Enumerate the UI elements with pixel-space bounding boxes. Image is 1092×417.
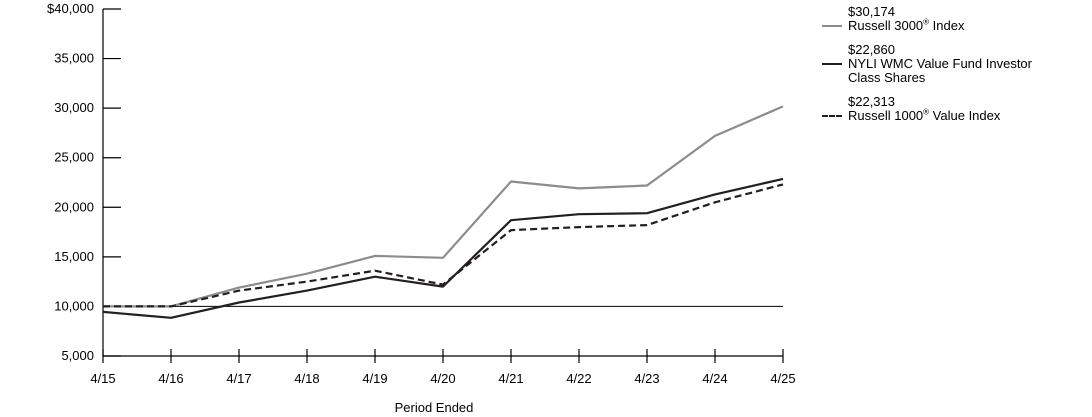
legend-end-value: $22,313 bbox=[848, 94, 895, 109]
legend-label: Russell 1000® Value Index bbox=[848, 107, 1001, 123]
legend-swatch-nyli-wmc bbox=[822, 63, 842, 65]
legend-item-nyli-wmc: $22,860 NYLI WMC Value Fund Investor Cla… bbox=[822, 42, 1082, 85]
y-tick-label: 15,000 bbox=[54, 249, 94, 264]
x-tick-label: 4/16 bbox=[158, 371, 183, 386]
legend-end-value: $30,174 bbox=[848, 4, 895, 19]
y-tick-label: 35,000 bbox=[54, 51, 94, 66]
legend-label-line-1: NYLI WMC Value Fund Investor bbox=[848, 56, 1032, 71]
series-line-nyli bbox=[102, 177, 784, 319]
y-tick-label: 5,000 bbox=[61, 348, 94, 363]
legend-label-line-2: Class Shares bbox=[848, 70, 926, 85]
series-line-r1000v bbox=[103, 183, 784, 308]
x-tick-label: 4/24 bbox=[702, 371, 727, 386]
legend-item-russell-3000: $30,174 Russell 3000® Index bbox=[822, 4, 1082, 33]
legend-end-value: $22,860 bbox=[848, 42, 895, 57]
x-tick-label: 4/22 bbox=[566, 371, 591, 386]
x-tick-label: 4/21 bbox=[498, 371, 523, 386]
x-tick-label: 4/19 bbox=[362, 371, 387, 386]
x-axis-title: Period Ended bbox=[395, 400, 474, 415]
y-tick-label: 10,000 bbox=[54, 298, 94, 313]
legend-swatch-russell-1000-value bbox=[822, 115, 842, 117]
x-tick-label: 4/18 bbox=[294, 371, 319, 386]
legend-swatch-russell-3000 bbox=[822, 25, 842, 27]
x-axis: 4/15 4/16 4/17 4/18 4/19 4/20 4/21 4/22 4/23 4/24… bbox=[90, 349, 796, 386]
legend: $30,174 Russell 3000® Index $22,860 NYLI… bbox=[822, 4, 1082, 132]
y-tick-label: 20,000 bbox=[54, 199, 94, 214]
series-lines bbox=[102, 105, 784, 319]
series-line-r3000 bbox=[103, 105, 784, 308]
y-axis: $40,000 35,000 30,000 25,000 20,000 15,000 10,… bbox=[47, 1, 121, 363]
legend-label: Russell 3000® Index bbox=[848, 17, 965, 33]
x-tick-label: 4/23 bbox=[634, 371, 659, 386]
y-tick-label: 30,000 bbox=[54, 100, 94, 115]
x-tick-label: 4/20 bbox=[430, 371, 455, 386]
x-tick-label: 4/15 bbox=[90, 371, 115, 386]
x-tick-label: 4/17 bbox=[226, 371, 251, 386]
x-tick-label: 4/25 bbox=[770, 371, 795, 386]
legend-item-russell-1000-value: $22,313 Russell 1000® Value Index bbox=[822, 94, 1082, 123]
y-tick-label: 25,000 bbox=[54, 150, 94, 165]
y-tick-label: $40,000 bbox=[47, 1, 94, 16]
